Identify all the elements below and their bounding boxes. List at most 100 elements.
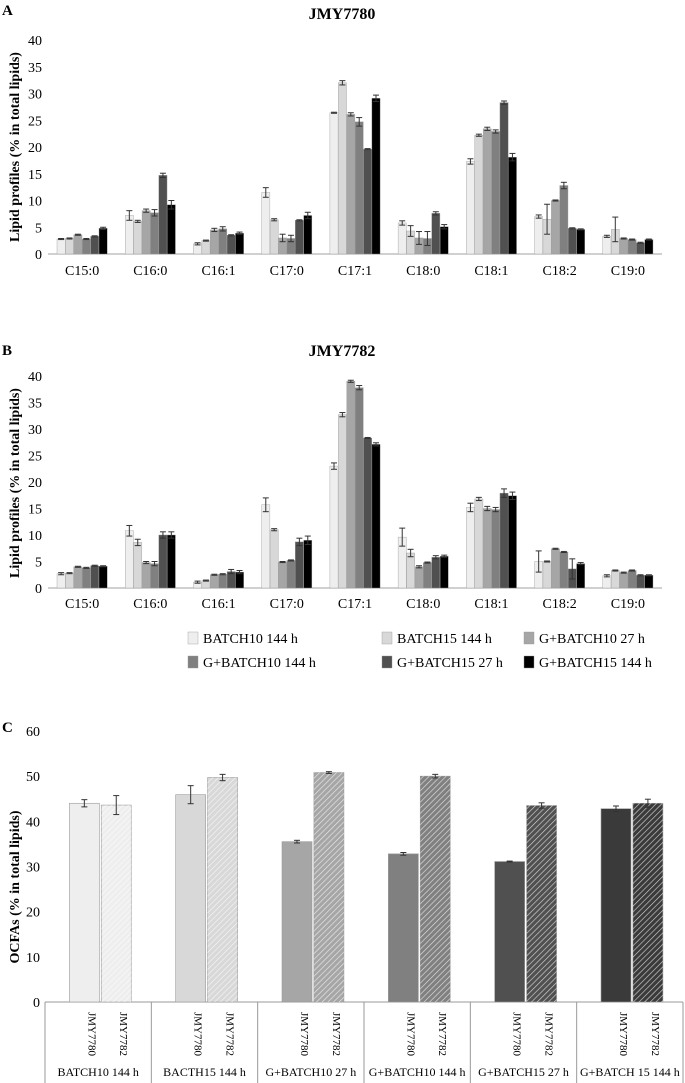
strain-label: JMY7780 bbox=[298, 1012, 310, 1057]
bar bbox=[491, 131, 500, 255]
bar bbox=[167, 204, 176, 255]
category-label: C16:0 bbox=[133, 264, 167, 279]
bar bbox=[363, 148, 372, 255]
y-tick-label: 30 bbox=[26, 861, 40, 876]
legend-swatch bbox=[381, 631, 393, 645]
bar bbox=[627, 239, 637, 255]
category-label: C18:2 bbox=[543, 264, 577, 279]
chart-a-title: JMY7780 bbox=[309, 6, 376, 23]
bar bbox=[371, 444, 381, 589]
category-label: C17:0 bbox=[270, 597, 304, 612]
bar bbox=[439, 226, 449, 255]
category-label: C19:0 bbox=[611, 597, 645, 612]
bar-hatch bbox=[313, 772, 344, 1002]
bar-hatch bbox=[420, 776, 451, 1002]
bar bbox=[150, 212, 159, 255]
bar bbox=[56, 238, 66, 255]
bar bbox=[269, 529, 279, 589]
strain-label: JMY7782 bbox=[330, 1012, 342, 1056]
y-tick-label: 0 bbox=[35, 582, 42, 597]
y-tick-label: 35 bbox=[28, 397, 42, 412]
strain-label: JMY7782 bbox=[117, 1012, 129, 1056]
bar bbox=[98, 566, 108, 589]
bar bbox=[559, 185, 569, 255]
legend-swatch bbox=[187, 655, 199, 669]
y-tick-label: 20 bbox=[26, 906, 40, 921]
bar bbox=[303, 540, 313, 589]
bar bbox=[482, 508, 492, 589]
bar bbox=[150, 563, 159, 589]
legend-label: BATCH10 144 h bbox=[203, 632, 298, 647]
category-label: C18:2 bbox=[543, 597, 577, 612]
category-label: C18:1 bbox=[474, 597, 508, 612]
bar bbox=[431, 557, 441, 589]
bar bbox=[508, 156, 517, 255]
bar bbox=[201, 580, 211, 589]
bar bbox=[363, 437, 372, 589]
y-tick-label: 0 bbox=[33, 996, 40, 1011]
group-label: BATCH10 144 h bbox=[57, 1065, 138, 1079]
bar bbox=[576, 229, 585, 255]
bar bbox=[141, 210, 151, 255]
bar bbox=[295, 220, 304, 255]
bar bbox=[133, 542, 143, 589]
legend-label: BATCH15 144 h bbox=[397, 632, 492, 647]
bar bbox=[65, 572, 74, 589]
bar bbox=[619, 572, 628, 589]
y-tick-label: 35 bbox=[28, 61, 42, 76]
bar-jmy7780 bbox=[388, 853, 419, 1003]
bar bbox=[423, 562, 432, 589]
bar bbox=[201, 240, 211, 255]
strain-label: JMY7780 bbox=[404, 1012, 416, 1057]
bar bbox=[371, 98, 381, 255]
bar bbox=[397, 222, 407, 255]
bar bbox=[466, 161, 475, 255]
strain-label: JMY7780 bbox=[511, 1012, 523, 1057]
bar bbox=[73, 566, 83, 589]
bar bbox=[346, 381, 356, 589]
bar bbox=[82, 567, 91, 589]
category-label: C15:0 bbox=[65, 264, 99, 279]
legend-label: G+BATCH15 144 h bbox=[539, 656, 652, 671]
bar bbox=[235, 232, 244, 255]
chart-a: A JMY7780 Lipid profiles (% in total lip… bbox=[2, 3, 662, 279]
legend-label: G+BATCH15 27 h bbox=[397, 656, 503, 671]
y-tick-label: 10 bbox=[28, 529, 42, 544]
category-label: C17:1 bbox=[338, 597, 372, 612]
legend-swatch bbox=[523, 631, 535, 645]
category-label: C19:0 bbox=[611, 264, 645, 279]
chart-c: C OCFAs (% in total lipids) 0 10 20 30 40 50 6… bbox=[2, 720, 684, 1083]
group-label: G+BATCH10 144 h bbox=[369, 1065, 466, 1079]
y-tick-label: 15 bbox=[28, 503, 42, 518]
bar bbox=[218, 574, 228, 589]
bar bbox=[491, 509, 500, 589]
y-tick-label: 30 bbox=[28, 423, 42, 438]
group-label: G+BATCH15 27 h bbox=[478, 1065, 569, 1079]
bar bbox=[338, 414, 347, 589]
bar bbox=[439, 556, 449, 589]
y-tick-label: 40 bbox=[26, 815, 40, 830]
bar-jmy7780 bbox=[600, 808, 632, 1003]
bar-jmy7780 bbox=[494, 861, 525, 1003]
y-tick-label: 40 bbox=[28, 370, 42, 385]
legend: BATCH10 144 h BATCH15 144 h G+BATCH10 27 h… bbox=[187, 631, 652, 671]
bar-jmy7780 bbox=[281, 841, 313, 1003]
bar bbox=[406, 552, 415, 589]
y-tick-label: 20 bbox=[28, 476, 42, 491]
bar bbox=[56, 573, 66, 589]
strain-label: JMY7782 bbox=[224, 1012, 236, 1056]
category-label: C17:1 bbox=[338, 264, 372, 279]
bar bbox=[542, 561, 552, 589]
y-tick-label: 20 bbox=[28, 141, 42, 156]
strain-label: JMY7782 bbox=[543, 1012, 555, 1056]
bar bbox=[499, 102, 509, 255]
group-label: G+BATCH 15 144 h bbox=[580, 1065, 680, 1079]
legend-swatch bbox=[187, 631, 199, 645]
bar bbox=[261, 192, 271, 255]
bar bbox=[644, 239, 654, 255]
bar bbox=[619, 238, 628, 255]
bar bbox=[610, 570, 620, 589]
category-label: C18:0 bbox=[406, 597, 440, 612]
panel-label-a: A bbox=[2, 3, 13, 19]
